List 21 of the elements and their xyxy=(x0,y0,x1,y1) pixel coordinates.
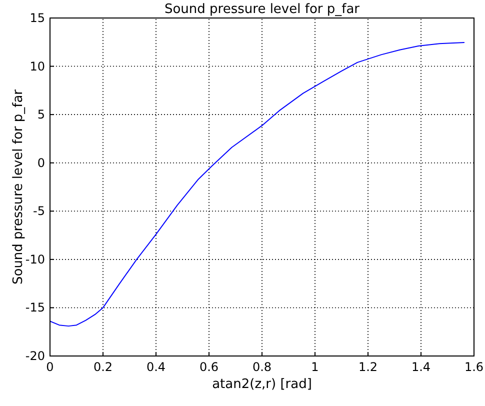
chart-title: Sound pressure level for p_far xyxy=(164,2,360,17)
x-tick-label: 1.6 xyxy=(464,360,484,374)
x-tick-label: 0.4 xyxy=(146,360,166,374)
y-tick-label: -15 xyxy=(25,300,45,315)
x-tick-label: 0 xyxy=(46,360,54,374)
x-tick-label: 0.6 xyxy=(199,360,219,374)
y-tick-label: -10 xyxy=(25,252,45,266)
y-axis-title: Sound pressure level for p_far xyxy=(11,88,26,285)
y-tick-label: -5 xyxy=(33,204,45,218)
x-tick-label: 0.2 xyxy=(93,360,113,374)
y-tick-label: -20 xyxy=(25,349,45,363)
x-tick-label: 1 xyxy=(311,360,319,374)
y-tick-label: 0 xyxy=(37,156,45,170)
x-tick-label: 0.8 xyxy=(252,360,272,374)
x-tick-label: 1.2 xyxy=(358,360,378,374)
x-axis-title: atan2(z,r) [rad] xyxy=(212,377,312,392)
y-tick-label: 5 xyxy=(37,108,45,122)
y-tick-label: 10 xyxy=(30,59,45,74)
x-tick-label: 1.4 xyxy=(411,360,431,374)
y-tick-label: 15 xyxy=(30,11,45,25)
line-series xyxy=(50,42,465,327)
